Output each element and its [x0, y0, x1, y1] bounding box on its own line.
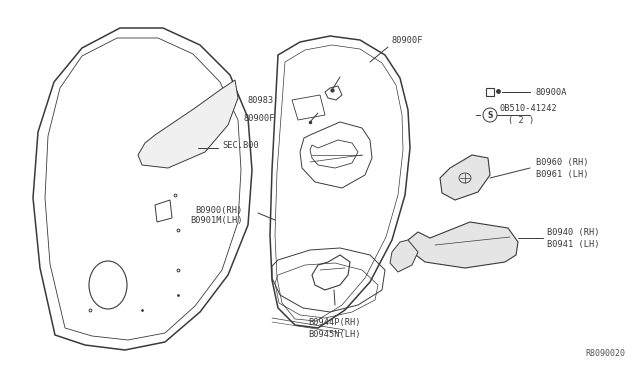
Text: 80900A: 80900A [536, 87, 568, 96]
Text: B0945N(LH): B0945N(LH) [308, 330, 361, 339]
Text: 80900F: 80900F [243, 113, 275, 122]
Text: B0944P(RH): B0944P(RH) [308, 318, 361, 327]
Text: B0940 (RH): B0940 (RH) [547, 228, 600, 237]
Text: R8090020: R8090020 [585, 349, 625, 358]
Text: B0900(RH): B0900(RH) [196, 205, 243, 215]
Text: B0941 (LH): B0941 (LH) [547, 240, 600, 248]
Text: S: S [487, 110, 493, 119]
Polygon shape [408, 222, 518, 268]
Polygon shape [440, 155, 490, 200]
Polygon shape [390, 240, 418, 272]
Text: ( 2 ): ( 2 ) [508, 115, 534, 125]
Text: 80900F: 80900F [392, 35, 424, 45]
Text: SEC.B00: SEC.B00 [222, 141, 259, 150]
Text: B0961 (LH): B0961 (LH) [536, 170, 589, 179]
Text: B0901M(LH): B0901M(LH) [191, 215, 243, 224]
Text: 0B510-41242: 0B510-41242 [500, 103, 557, 112]
Text: B0960 (RH): B0960 (RH) [536, 157, 589, 167]
Text: 80983: 80983 [248, 96, 275, 105]
Polygon shape [138, 80, 238, 168]
